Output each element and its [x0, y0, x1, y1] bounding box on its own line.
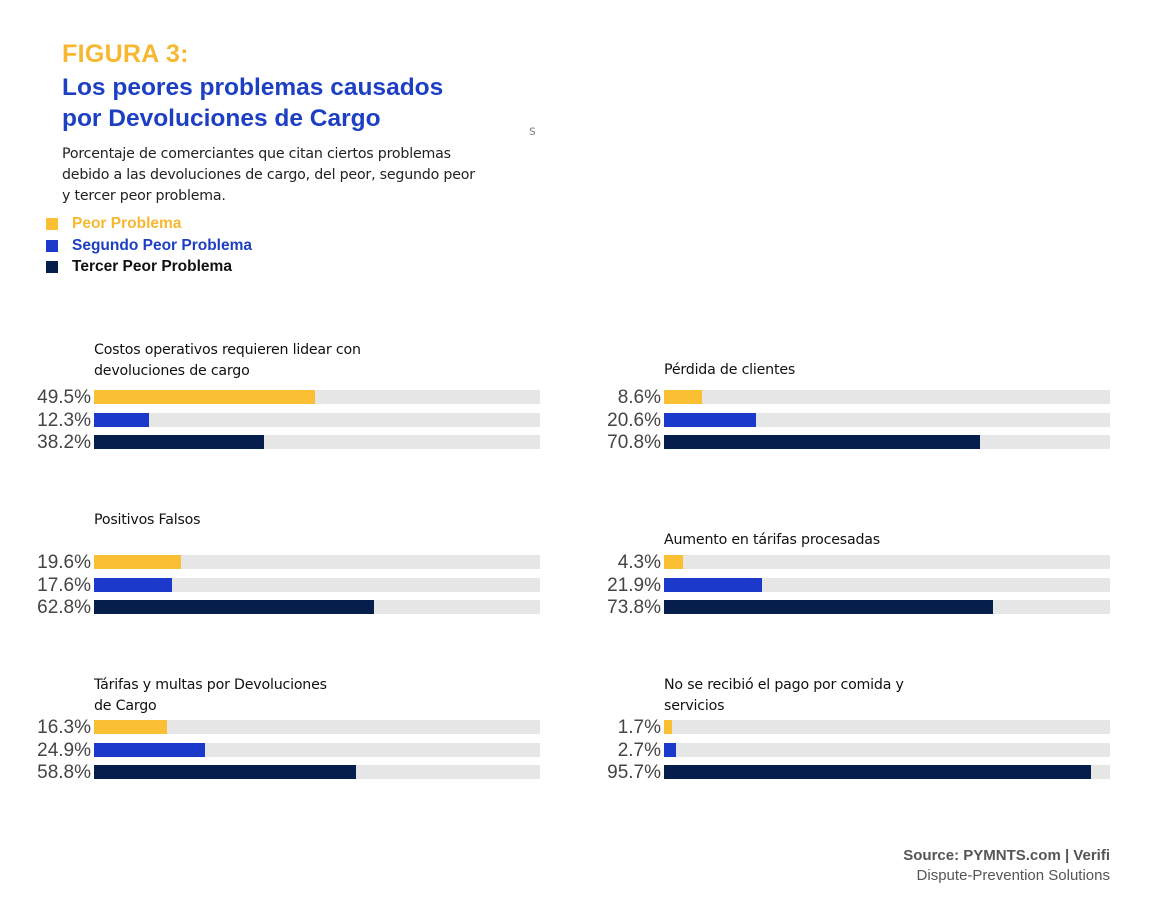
bar-tercer-peor-problema	[664, 765, 1091, 779]
category-label: Tárifas y multas por Devoluciones de Car…	[94, 677, 327, 714]
data-label: 19.6%	[37, 552, 91, 573]
bar-row: 38.2%	[7, 432, 567, 456]
bar-row: 58.8%	[7, 762, 567, 786]
bar-track	[94, 412, 540, 427]
stray-glyph: s	[529, 124, 536, 139]
data-label: 95.7%	[607, 762, 661, 783]
source-note: Source: PYMNTS.com | Verifi Dispute-Prev…	[903, 846, 1110, 886]
data-label: 8.6%	[617, 387, 661, 408]
data-label: 73.8%	[607, 597, 661, 618]
bar-track	[664, 435, 1110, 449]
bar-segundo-peor-problema	[94, 577, 173, 592]
bar-track	[94, 765, 540, 779]
bar-row: 19.6%	[7, 552, 567, 576]
bar-peor-problema	[664, 555, 684, 569]
chart-title-line-1: Los peores problemas causados	[62, 74, 444, 101]
bar-row: 70.8%	[577, 432, 1137, 456]
data-label: 38.2%	[37, 432, 91, 453]
legend-label: Segundo Peor Problema	[72, 236, 253, 254]
bar-segundo-peor-problema	[664, 577, 762, 592]
bar-segundo-peor-problema	[664, 412, 756, 427]
bar-tercer-peor-problema	[94, 765, 357, 779]
bar-row: 95.7%	[577, 762, 1137, 786]
bar-row: 12.3%	[7, 409, 567, 434]
bar-row: 4.3%	[577, 552, 1137, 576]
chart-subtitle: Porcentaje de comerciantes que citan cie…	[62, 144, 532, 207]
bar-track	[664, 720, 1110, 734]
bar-peor-problema	[94, 390, 315, 404]
bar-row: 21.9%	[577, 574, 1137, 599]
bar-peor-problema	[664, 390, 703, 404]
bar-track	[664, 555, 1110, 569]
source-line-1: Source: PYMNTS.com | Verifi	[903, 847, 1110, 864]
bar-row: 20.6%	[577, 409, 1137, 434]
bar-row: 16.3%	[7, 717, 567, 741]
bar-row: 73.8%	[577, 597, 1137, 621]
bar-segundo-peor-problema	[94, 412, 149, 427]
data-label: 2.7%	[617, 739, 661, 761]
bar-row: 24.9%	[7, 739, 567, 764]
subtitle-line-1: Porcentaje de comerciantes que citan cie…	[62, 146, 451, 162]
bar-segundo-peor-problema	[664, 742, 677, 757]
legend-swatch-icon	[46, 218, 58, 230]
legend-swatch-icon	[46, 239, 58, 252]
figure-label: FIGURA 3:	[62, 40, 189, 68]
bar-track	[664, 390, 1110, 404]
data-label: 24.9%	[37, 739, 91, 761]
bar-tercer-peor-problema	[94, 600, 375, 614]
bar-row: 49.5%	[7, 387, 567, 411]
source-line-2: Dispute-Prevention Solutions	[916, 867, 1110, 884]
data-label: 49.5%	[37, 387, 91, 408]
bar-track	[664, 600, 1110, 614]
data-label: 17.6%	[37, 574, 91, 596]
bar-peor-problema	[94, 555, 182, 569]
bar-track	[94, 577, 540, 592]
bar-track	[664, 412, 1110, 427]
bar-row: 62.8%	[7, 597, 567, 621]
bar-track	[94, 390, 540, 404]
bar-track	[94, 720, 540, 734]
bar-row: 17.6%	[7, 574, 567, 599]
data-label: 62.8%	[37, 597, 91, 618]
chart-title-line-2: por Devoluciones de Cargo	[62, 105, 381, 132]
bar-tercer-peor-problema	[664, 435, 980, 449]
legend-label: Peor Problema	[72, 215, 182, 232]
bar-track	[94, 742, 540, 757]
bar-track	[664, 577, 1110, 592]
data-label: 21.9%	[607, 574, 661, 596]
data-label: 58.8%	[37, 762, 91, 783]
bar-track	[94, 600, 540, 614]
data-label: 4.3%	[617, 552, 661, 573]
category-label: Pérdida de clientes	[664, 362, 796, 378]
bar-peor-problema	[664, 720, 672, 734]
bar-tercer-peor-problema	[94, 435, 265, 449]
bar-track	[664, 742, 1110, 757]
bar-track	[94, 555, 540, 569]
chart-title: Los peores problemas causados por Devolu…	[62, 72, 542, 134]
data-label: 16.3%	[37, 717, 91, 738]
bar-row: 2.7%	[577, 739, 1137, 764]
category-label: Costos operativos requieren lidear con d…	[94, 342, 361, 379]
subtitle-line-3: y tercer peor problema.	[62, 188, 226, 204]
data-label: 1.7%	[617, 717, 661, 738]
bar-segundo-peor-problema	[94, 742, 206, 757]
legend-swatch-icon	[46, 261, 58, 273]
bar-row: 8.6%	[577, 387, 1137, 411]
subtitle-line-2: debido a las devoluciones de cargo, del …	[62, 167, 475, 183]
bar-row: 1.7%	[577, 717, 1137, 741]
category-label: Positivos Falsos	[94, 512, 201, 528]
bar-tercer-peor-problema	[664, 600, 994, 614]
data-label: 70.8%	[607, 432, 661, 453]
bar-peor-problema	[94, 720, 167, 734]
data-label: 12.3%	[37, 409, 91, 431]
bar-track	[94, 435, 540, 449]
bar-track	[664, 765, 1110, 779]
data-label: 20.6%	[607, 409, 661, 431]
category-label: Aumento en tárifas procesadas	[664, 532, 880, 548]
legend-label: Tercer Peor Problema	[72, 258, 232, 275]
